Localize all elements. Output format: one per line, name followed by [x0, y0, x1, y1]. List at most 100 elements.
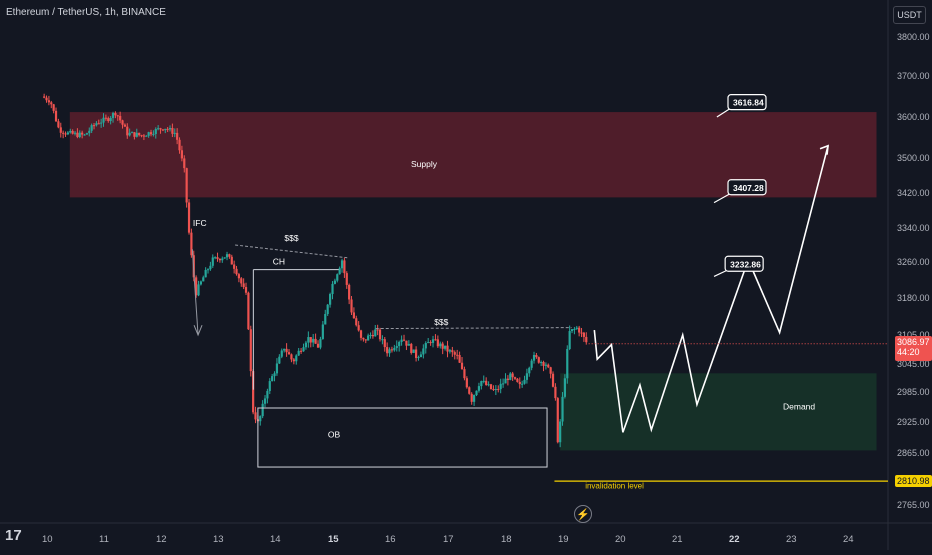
lightning-icon[interactable]: ⚡	[574, 505, 592, 523]
candle-body	[218, 258, 221, 261]
candle-body	[285, 348, 288, 353]
candle-body	[266, 390, 269, 399]
candle-body	[453, 352, 456, 355]
candle-body	[422, 348, 425, 355]
candle-body	[470, 393, 473, 402]
candle-body	[316, 343, 320, 348]
annotation-label: CH	[273, 256, 285, 266]
order-block-box	[257, 407, 548, 468]
candle-body	[359, 330, 363, 338]
candle-body	[64, 133, 67, 135]
candle-body	[357, 325, 360, 331]
time-tick-label: 13	[213, 534, 224, 545]
time-tick-label: 22	[729, 534, 740, 545]
price-tick-label: 2765.00	[897, 500, 930, 510]
candle-body	[297, 350, 300, 356]
candle-body	[147, 132, 150, 136]
callout-box	[727, 94, 767, 111]
candle-body	[554, 386, 557, 399]
candle-body	[374, 329, 377, 337]
candle-body	[43, 96, 46, 98]
candle-body	[312, 338, 315, 343]
candle-body	[154, 128, 157, 135]
candle-body	[388, 349, 391, 354]
candle-body	[563, 378, 566, 397]
price-tick-label: 3180.00	[897, 293, 930, 303]
currency-selector[interactable]: USDT	[893, 6, 926, 24]
candle-body	[456, 354, 459, 356]
candle-body	[580, 332, 583, 334]
candle-body	[159, 128, 162, 130]
candle-body	[152, 134, 155, 136]
candle-body	[190, 232, 193, 256]
candle-body	[395, 346, 398, 348]
candle-body	[216, 257, 219, 259]
candle-body	[417, 357, 420, 359]
tradingview-logo-icon[interactable]: 17	[5, 527, 22, 544]
callout-label: 3232.86	[730, 259, 761, 269]
candle-body	[173, 132, 176, 134]
candle-body	[116, 115, 119, 117]
candle-body	[321, 324, 324, 339]
candle-body	[516, 378, 519, 382]
candle-body	[271, 376, 274, 382]
candle-body	[513, 377, 517, 379]
candle-countdown: 44:20	[897, 347, 920, 357]
candle-body	[300, 350, 303, 352]
candle-body	[261, 403, 264, 417]
candle-body	[111, 113, 115, 118]
candle-body	[78, 132, 81, 138]
candle-body	[130, 132, 134, 134]
candle-body	[199, 281, 202, 285]
candle-body	[487, 384, 490, 386]
candle-body	[233, 264, 236, 269]
ifc-arrowhead-icon	[193, 324, 203, 337]
candle-body	[161, 129, 164, 131]
candle-body	[126, 126, 129, 136]
candle-body	[280, 350, 283, 357]
candle-body	[355, 318, 358, 326]
candle-body	[528, 367, 531, 374]
price-tick-label: 3800.00	[897, 32, 930, 42]
invalidation-price-tag: 2810.98	[895, 475, 932, 487]
chart-title: Ethereum / TetherUS, 1h, BINANCE	[6, 7, 166, 18]
candle-body	[497, 389, 500, 391]
candle-body	[76, 132, 79, 138]
candle-body	[415, 349, 418, 358]
time-tick-label: 10	[42, 534, 53, 545]
candle-body	[506, 378, 509, 380]
demand-zone	[560, 373, 877, 451]
candle-body	[473, 395, 476, 402]
candle-body	[140, 135, 143, 137]
candle-body	[475, 390, 478, 396]
candle-body	[278, 356, 281, 364]
candle-body	[551, 373, 555, 387]
time-tick-label: 11	[99, 534, 109, 545]
candle-body	[176, 132, 179, 140]
candle-body	[107, 118, 110, 122]
candle-body	[371, 335, 374, 337]
candle-body	[578, 327, 581, 333]
candle-body	[477, 386, 481, 391]
candle-body	[204, 269, 207, 278]
candle-body	[135, 132, 138, 137]
candle-body	[482, 380, 485, 382]
candle-body	[171, 127, 174, 134]
candle-body	[494, 389, 497, 391]
time-tick-label: 19	[558, 534, 569, 545]
candle-body	[52, 104, 55, 111]
annotation-label: IFC	[193, 218, 207, 228]
candle-body	[183, 158, 186, 169]
time-tick-label: 23	[786, 534, 797, 545]
candle-body	[386, 347, 389, 354]
price-tick-label: 3500.00	[897, 153, 930, 163]
candle-body	[228, 254, 231, 257]
candle-body	[221, 258, 224, 261]
projection-arrowhead-icon	[819, 144, 829, 155]
candle-body	[398, 342, 401, 347]
candle-body	[307, 337, 310, 343]
candle-body	[547, 364, 550, 368]
candle-body	[444, 345, 447, 349]
